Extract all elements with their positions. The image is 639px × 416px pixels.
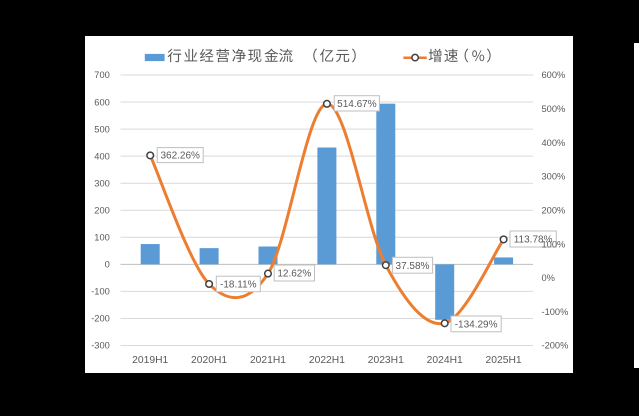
svg-text:400%: 400%	[542, 138, 566, 148]
svg-text:300: 300	[94, 178, 110, 188]
svg-text:113.78%: 113.78%	[514, 235, 553, 246]
svg-text:600%: 600%	[542, 70, 566, 80]
svg-text:-100%: -100%	[542, 307, 569, 317]
svg-text:100: 100	[94, 233, 110, 243]
svg-text:300%: 300%	[542, 172, 566, 182]
svg-text:12.62%: 12.62%	[277, 269, 311, 280]
svg-text:2025H1: 2025H1	[486, 355, 522, 366]
svg-text:2019H1: 2019H1	[132, 355, 168, 366]
svg-text:-18.11%: -18.11%	[220, 279, 257, 290]
svg-text:500%: 500%	[542, 104, 566, 114]
svg-text:2022H1: 2022H1	[309, 355, 345, 366]
svg-text:500: 500	[94, 124, 110, 134]
svg-text:600: 600	[94, 97, 110, 107]
svg-text:-200%: -200%	[542, 341, 569, 351]
svg-text:37.58%: 37.58%	[396, 261, 430, 272]
svg-text:700: 700	[94, 70, 110, 80]
svg-text:514.67%: 514.67%	[337, 99, 377, 110]
svg-text:-200: -200	[91, 314, 110, 324]
svg-text:362.26%: 362.26%	[160, 151, 200, 162]
svg-text:2020H1: 2020H1	[191, 355, 227, 366]
svg-text:0: 0	[105, 260, 110, 270]
svg-text:0%: 0%	[542, 273, 555, 283]
svg-text:-300: -300	[91, 341, 110, 351]
svg-text:-134.29%: -134.29%	[455, 319, 498, 330]
svg-text:100%: 100%	[542, 239, 566, 249]
svg-text:2021H1: 2021H1	[250, 355, 286, 366]
svg-text:2024H1: 2024H1	[427, 355, 463, 366]
svg-text:200%: 200%	[542, 205, 566, 215]
svg-text:200: 200	[94, 205, 110, 215]
svg-text:-100: -100	[91, 287, 110, 297]
svg-text:400: 400	[94, 151, 110, 161]
svg-text:2023H1: 2023H1	[368, 355, 404, 366]
